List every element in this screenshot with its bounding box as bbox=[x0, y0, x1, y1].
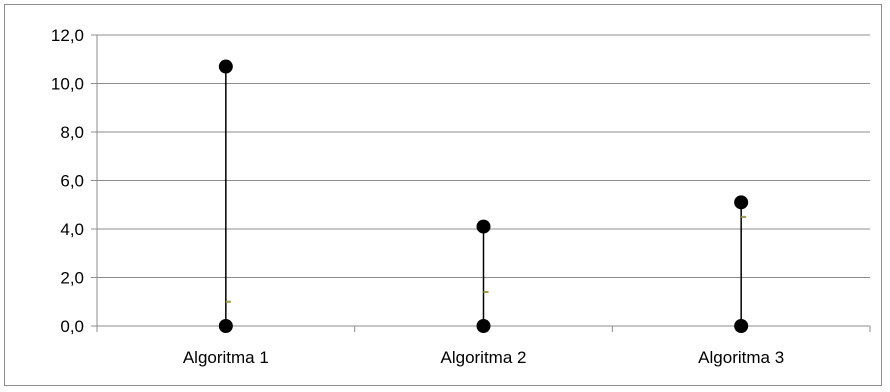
low-marker bbox=[476, 319, 491, 333]
high-marker bbox=[476, 219, 491, 234]
x-category-label: Algoritma 1 bbox=[183, 348, 269, 367]
y-tick-label: 4,0 bbox=[60, 220, 84, 239]
y-tick-label: 8,0 bbox=[60, 123, 84, 142]
x-category-label: Algoritma 3 bbox=[698, 348, 784, 367]
x-category-label: Algoritma 2 bbox=[441, 348, 527, 367]
axes bbox=[91, 34, 871, 332]
y-tick-label: 6,0 bbox=[60, 172, 84, 191]
data-marks bbox=[218, 59, 749, 333]
y-tick-label: 10,0 bbox=[51, 75, 84, 94]
high-marker bbox=[734, 195, 749, 210]
low-marker bbox=[218, 319, 233, 333]
high-marker bbox=[218, 59, 233, 74]
y-tick-label: 12,0 bbox=[51, 26, 84, 45]
y-tick-label: 0,0 bbox=[60, 317, 84, 336]
y-axis-tick-labels: 0,0 2,0 4,0 6,0 8,0 10,0 12,0 bbox=[51, 26, 84, 336]
low-marker bbox=[734, 319, 749, 333]
x-axis-category-labels: Algoritma 1 Algoritma 2 Algoritma 3 bbox=[183, 348, 784, 367]
y-tick-label: 2,0 bbox=[60, 269, 84, 288]
